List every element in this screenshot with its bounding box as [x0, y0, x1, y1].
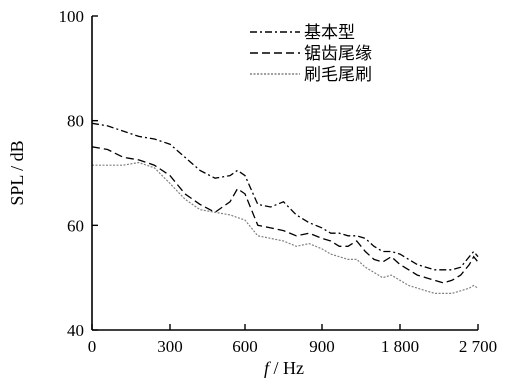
series-line-2 — [91, 146, 479, 284]
x-tick-label: 300 — [157, 337, 183, 356]
series-lines — [91, 122, 479, 294]
legend-label-3: 刷毛尾刷 — [304, 65, 372, 85]
y-tick-label: 40 — [67, 321, 84, 340]
series-line-3 — [92, 161, 479, 294]
legend-label-1: 基本型 — [304, 23, 355, 43]
x-axis-unit: / Hz — [274, 358, 305, 378]
y-axis-label: SPL / dB — [7, 140, 27, 205]
x-axis-label: f / Hz — [264, 358, 304, 378]
x-tick-label: 600 — [232, 337, 258, 356]
y-tick-label: 80 — [67, 112, 84, 131]
y-tick-label: 60 — [67, 216, 84, 235]
axis-ticks: 40 60 80 100 0 300 600 900 1 800 2 700 — [59, 7, 498, 356]
x-tick-label: 2 700 — [459, 337, 497, 356]
series-line-1 — [91, 122, 479, 271]
x-tick-label: 1 800 — [381, 337, 419, 356]
y-tick-label: 100 — [59, 7, 85, 26]
x-tick-label: 900 — [309, 337, 335, 356]
x-axis-variable: f — [264, 358, 272, 378]
x-tick-label: 0 — [88, 337, 97, 356]
legend-label-2: 锯齿尾缘 — [304, 44, 372, 64]
